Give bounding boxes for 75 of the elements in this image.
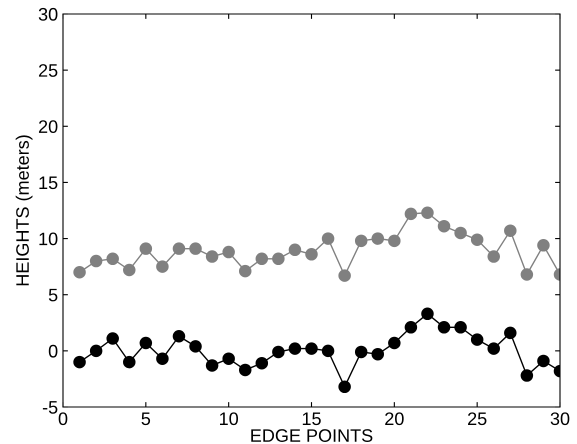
point xyxy=(140,242,152,255)
point xyxy=(206,359,218,372)
point xyxy=(90,254,102,268)
point xyxy=(156,352,169,365)
y-tick-label: -5 xyxy=(42,401,58,414)
point xyxy=(172,242,186,255)
point xyxy=(520,268,534,281)
point xyxy=(421,308,434,320)
y-tick-label: 20 xyxy=(38,120,58,134)
point xyxy=(238,264,252,278)
x-tick-label: 0 xyxy=(58,412,68,426)
point xyxy=(156,260,169,273)
point xyxy=(454,321,467,334)
point xyxy=(256,356,268,370)
point xyxy=(123,356,136,368)
point xyxy=(454,226,467,240)
point xyxy=(338,269,351,282)
point xyxy=(272,346,285,358)
point xyxy=(222,246,235,258)
point xyxy=(222,352,235,365)
x-tick-label: 20 xyxy=(385,412,404,426)
point xyxy=(322,344,334,358)
point xyxy=(354,234,368,248)
point xyxy=(537,239,550,252)
point xyxy=(238,364,252,376)
point xyxy=(438,220,450,232)
y-tick-label: 30 xyxy=(38,8,58,21)
point xyxy=(305,342,318,355)
point xyxy=(504,326,517,340)
point xyxy=(504,224,517,237)
point xyxy=(470,233,484,246)
point xyxy=(140,336,152,350)
x-axis-title: EDGE POINTS xyxy=(251,429,372,442)
x-tick-label: 15 xyxy=(302,412,321,426)
point xyxy=(354,346,368,358)
x-tick-label: 25 xyxy=(468,412,486,426)
point xyxy=(322,232,334,245)
point xyxy=(106,252,119,266)
y-tick-label: 25 xyxy=(38,64,58,77)
point xyxy=(388,234,401,248)
y-axis-title: HEIGHTS (meters) xyxy=(16,135,32,286)
point xyxy=(421,206,434,219)
point xyxy=(404,321,418,334)
point xyxy=(404,208,418,220)
point xyxy=(520,369,534,382)
y-tick-label: 0 xyxy=(48,344,58,358)
point xyxy=(123,264,136,276)
point xyxy=(272,252,285,266)
point xyxy=(73,266,86,279)
point xyxy=(487,250,500,263)
point xyxy=(73,356,86,368)
point xyxy=(288,244,302,256)
x-tick-label: 5 xyxy=(142,412,150,426)
point xyxy=(288,342,302,355)
point xyxy=(106,332,119,345)
point xyxy=(438,321,450,334)
point xyxy=(372,232,384,245)
point xyxy=(470,333,484,346)
x-tick-label: 30 xyxy=(550,412,570,426)
point xyxy=(206,250,218,263)
point xyxy=(90,344,102,358)
point xyxy=(172,330,186,343)
point xyxy=(305,248,318,261)
point xyxy=(537,354,550,368)
point xyxy=(338,380,351,394)
point xyxy=(388,336,401,350)
y-tick-label: 15 xyxy=(39,176,58,190)
point xyxy=(189,242,202,255)
x-tick-label: 10 xyxy=(220,412,238,426)
point xyxy=(372,348,384,360)
y-tick-label: 5 xyxy=(48,288,58,302)
y-tick-label: 10 xyxy=(39,232,58,246)
point xyxy=(189,340,202,353)
point xyxy=(487,342,500,355)
point xyxy=(256,252,268,266)
